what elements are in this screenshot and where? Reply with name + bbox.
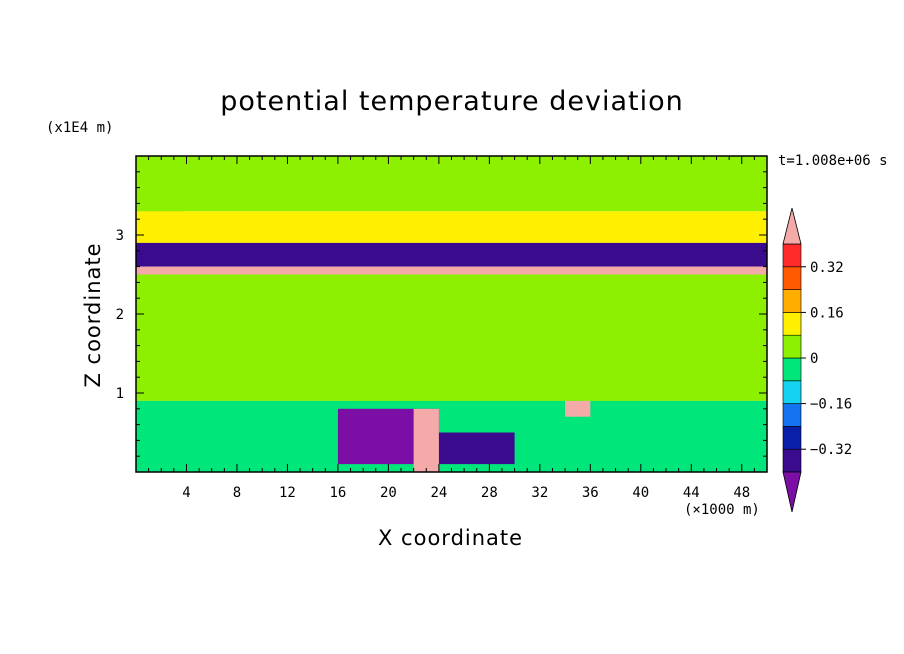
y-axis: 1 2 3 <box>116 171 767 457</box>
colorbar-segment <box>782 312 802 336</box>
y-tick-label: 1 <box>116 386 124 402</box>
chart-title: potential temperature deviation <box>220 86 684 117</box>
x-tick-label: 48 <box>733 485 750 501</box>
contour-field <box>136 156 767 472</box>
x-tick-label: 24 <box>430 485 447 501</box>
field-region <box>565 400 591 417</box>
field-region <box>350 274 641 401</box>
colorbar-segment <box>782 289 802 313</box>
time-label: t=1.008e+06 s <box>778 153 888 169</box>
colorbar-segment <box>782 243 802 268</box>
x-tick-label: 28 <box>481 485 498 501</box>
field-region <box>136 242 767 267</box>
x-tick-label: 8 <box>233 485 241 501</box>
colorbar-segment <box>782 426 802 450</box>
colorbar-label: −0.32 <box>810 442 852 458</box>
y-axis-label: Z coordinate <box>81 242 105 388</box>
field-region <box>438 432 515 465</box>
field-region <box>413 408 439 472</box>
colorbar: 0.32 0.16 0 −0.16 −0.32 <box>782 207 852 513</box>
colorbar-segment <box>782 357 802 382</box>
field-region <box>136 266 767 275</box>
x-tick-label: 20 <box>380 485 397 501</box>
colorbar-segment <box>782 448 802 473</box>
field-regions <box>136 156 767 472</box>
x-unit-label: (×1000 m) <box>684 502 760 518</box>
y-tick-label: 3 <box>116 228 124 244</box>
colorbar-arrow-bottom <box>782 471 802 513</box>
field-region <box>136 156 767 212</box>
y-tick-label: 2 <box>116 307 124 323</box>
x-axis-label: X coordinate <box>378 526 524 550</box>
colorbar-arrow-top <box>782 207 802 245</box>
colorbar-segment <box>782 334 802 359</box>
x-tick-label: 44 <box>683 485 700 501</box>
x-tick-label: 36 <box>582 485 599 501</box>
colorbar-label: 0.32 <box>810 260 844 276</box>
x-tick-label: 12 <box>279 485 296 501</box>
field-region <box>136 156 187 212</box>
x-axis: 4 8 12 16 20 24 28 32 36 40 44 48 <box>148 156 755 501</box>
x-tick-label: 40 <box>632 485 649 501</box>
colorbar-label: −0.16 <box>810 397 852 413</box>
colorbar-label: 0.16 <box>810 305 844 321</box>
field-region <box>136 211 767 243</box>
x-tick-label: 4 <box>182 485 190 501</box>
x-tick-label: 16 <box>329 485 346 501</box>
x-tick-label: 32 <box>531 485 548 501</box>
y-unit-label: (x1E4 m) <box>46 120 114 136</box>
colorbar-label: 0 <box>810 351 818 367</box>
colorbar-segment <box>782 266 802 290</box>
colorbar-segment <box>782 380 802 404</box>
colorbar-segment <box>782 403 802 427</box>
